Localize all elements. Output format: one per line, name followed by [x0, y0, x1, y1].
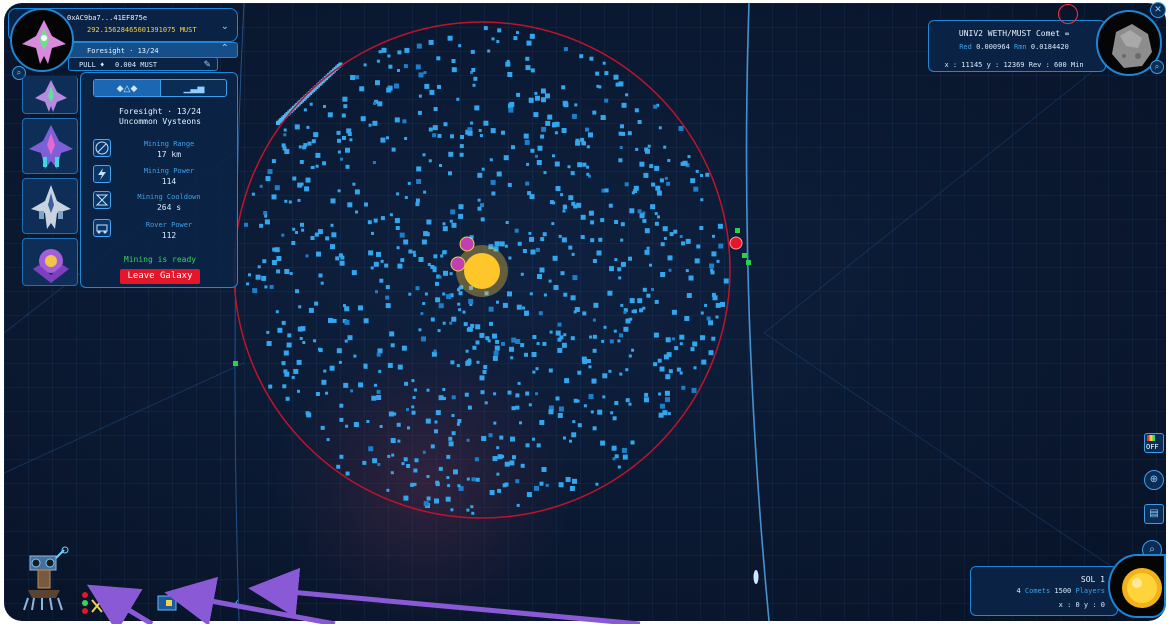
pull-value: 0.004 MUST — [115, 61, 158, 69]
waypoint-marker-1[interactable] — [735, 228, 740, 233]
ship-slot-4[interactable] — [22, 238, 78, 286]
target-marker[interactable] — [729, 236, 743, 250]
ship-selector-label: Foresight · 13/24 — [87, 47, 159, 55]
ship-name: Foresight · 13/24 — [119, 107, 201, 116]
map-icon[interactable]: ▤ — [1144, 504, 1164, 524]
system-coords: x : 0 y : 0 — [1058, 601, 1105, 609]
rmn-value: 0.0184420 — [1030, 43, 1069, 51]
minimap-toggle[interactable]: OFF — [1144, 433, 1164, 453]
sun-image[interactable] — [1108, 554, 1166, 618]
stat-label-range: Mining Range — [143, 140, 195, 148]
target-name-text: UNIV2 WETH/MUST Comet — [958, 29, 1061, 38]
comet-dots — [244, 26, 729, 515]
target-name: UNIV2 WETH/MUST Comet ∞ — [929, 29, 1099, 39]
player-ship-1[interactable] — [459, 236, 475, 252]
target-info-panel: UNIV2 WETH/MUST Comet ∞ Red 0.000964 Rmn… — [928, 20, 1106, 72]
comet-on-path[interactable] — [753, 570, 759, 584]
system-info-panel: SOL 1 4 Comets 1500 Players x : 0 y : 0 — [970, 566, 1118, 616]
stat-label-rover: Rover Power — [145, 221, 193, 229]
zoom-icon[interactable]: ⌕ — [1150, 60, 1164, 74]
toolbar-status-icon[interactable] — [80, 590, 106, 616]
target-marker-icon — [1058, 4, 1078, 24]
system-stats: 4 Comets 1500 Players — [1016, 587, 1105, 595]
pull-label: PULL ♦ — [79, 61, 105, 69]
waypoint-marker-4[interactable] — [233, 361, 238, 366]
rover-icon — [93, 219, 111, 237]
target-coords: x : 11145 y : 12369 Rev : 600 Min — [944, 61, 1084, 69]
stat-label-cooldown: Mining Cooldown — [137, 193, 201, 201]
wallet-address: 0xAC9ba7...41EF875e — [67, 14, 148, 22]
red-label: Red — [959, 43, 972, 51]
toolbar-arrow-icon[interactable]: ↑ — [204, 595, 212, 610]
comets-label: Comets — [1024, 587, 1051, 595]
ship-details-panel: ◆△◆ ▁▃▅ Foresight · 13/24 Uncommon Vyste… — [80, 72, 238, 288]
link-icon[interactable]: ∞ — [1064, 30, 1070, 38]
rover-robot-icon[interactable] — [22, 546, 72, 612]
tab-ship[interactable]: ◆△◆ — [94, 80, 161, 96]
waypoint-marker-2[interactable] — [742, 253, 747, 258]
wallet-balance: 292.15628465601391075 MUST — [87, 26, 197, 34]
range-icon — [93, 139, 111, 157]
cooldown-icon — [93, 191, 111, 209]
chevron-down-icon[interactable]: ⌄ — [220, 21, 229, 32]
edit-icon[interactable]: ✎ — [203, 59, 211, 69]
ship-slot-3[interactable] — [22, 178, 78, 234]
waypoint-marker-3[interactable] — [746, 260, 751, 265]
stat-value-range: 17 km — [156, 150, 182, 159]
sun[interactable] — [464, 253, 500, 289]
mining-status: Mining is ready — [123, 255, 197, 264]
player-ship-2[interactable] — [450, 256, 466, 272]
pull-row: PULL ♦ 0.004 MUST ✎ — [68, 57, 218, 71]
target-prices: Red 0.000964 Rmn 0.0184420 — [929, 43, 1099, 51]
stat-value-cooldown: 264 s — [156, 203, 182, 212]
leave-galaxy-button[interactable]: Leave Galaxy — [120, 269, 200, 284]
close-icon[interactable]: ✕ — [1150, 2, 1166, 18]
stat-value-rover: 112 — [161, 231, 177, 240]
comets-count: 4 — [1016, 587, 1021, 595]
red-value: 0.000964 — [976, 43, 1010, 51]
toolbar-settings-icon[interactable]: ⚙ — [120, 595, 136, 612]
ship-slot-1[interactable] — [22, 76, 78, 114]
toolbar-cargo-icon[interactable] — [156, 592, 180, 612]
ship-slot-2[interactable] — [22, 118, 78, 174]
ship-avatar-icon[interactable] — [10, 8, 74, 72]
ship-selector[interactable]: Foresight · 13/24 ⌃ — [68, 42, 238, 58]
ship-rarity: Uncommon Vysteons — [119, 117, 201, 126]
toolbar-collapse-icon[interactable]: ‹ — [234, 593, 240, 610]
tab-stats[interactable]: ▁▃▅ — [183, 83, 205, 93]
comet-field[interactable] — [4, 3, 1166, 621]
stat-value-power: 114 — [161, 177, 177, 186]
players-label: Players — [1075, 587, 1105, 595]
view-tabs: ◆△◆ ▁▃▅ — [93, 79, 227, 97]
power-icon — [93, 165, 111, 183]
minimap-toggle-icon — [1147, 435, 1155, 441]
minimap-toggle-label: OFF — [1146, 443, 1159, 451]
player-panel: 0xAC9ba7...41EF875e 292.1562846560139107… — [8, 8, 240, 290]
rmn-label: Rmn — [1014, 43, 1027, 51]
stat-label-power: Mining Power — [143, 167, 195, 175]
players-count: 1500 — [1054, 587, 1072, 595]
system-name: SOL 1 — [1080, 575, 1105, 584]
chevron-up-icon: ⌃ — [220, 43, 229, 54]
locate-icon[interactable]: ⊕ — [1144, 470, 1164, 490]
